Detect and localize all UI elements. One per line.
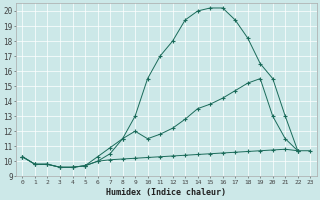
X-axis label: Humidex (Indice chaleur): Humidex (Indice chaleur) <box>106 188 226 197</box>
